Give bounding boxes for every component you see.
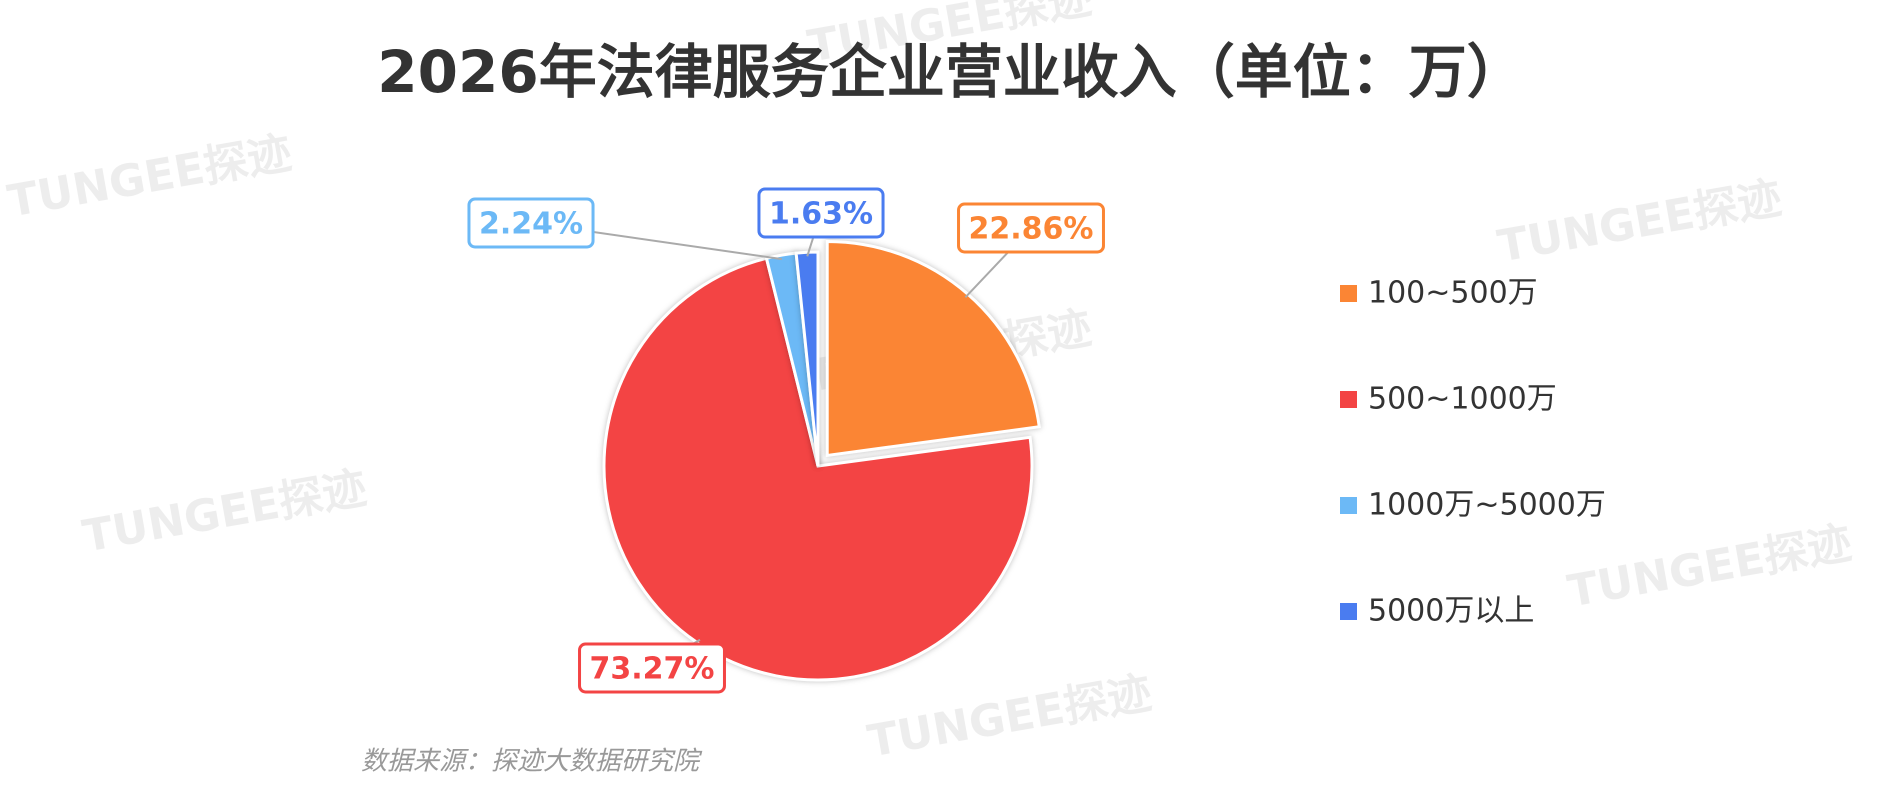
label-box bbox=[578, 642, 726, 694]
watermark: TUNGEE探迹 bbox=[864, 668, 1155, 768]
data-label: 22.86% bbox=[969, 212, 1094, 247]
legend-swatch bbox=[1340, 285, 1357, 302]
legend-label: 1000万~5000万 bbox=[1368, 488, 1606, 523]
watermark: TUNGEE探迹 bbox=[4, 128, 295, 228]
legend-swatch bbox=[1340, 497, 1357, 514]
pie-slice bbox=[825, 239, 1041, 458]
watermark: TUNGEE探迹 bbox=[1564, 518, 1855, 618]
watermark: TUNGEE探迹 bbox=[79, 463, 370, 563]
legend-swatch bbox=[1340, 603, 1357, 620]
legend-label: 5000万以上 bbox=[1368, 594, 1534, 629]
legend-label: 500~1000万 bbox=[1368, 382, 1557, 417]
pie-slice bbox=[794, 250, 820, 467]
chart-title: 2026年法律服务企业营业收入（单位：万） bbox=[377, 38, 1524, 106]
data-label: 73.27% bbox=[590, 652, 715, 687]
label-box bbox=[467, 197, 595, 249]
label-box bbox=[957, 202, 1105, 254]
label-box bbox=[757, 187, 885, 239]
watermark: TUNGEE探迹 bbox=[1494, 173, 1785, 273]
legend-label: 100~500万 bbox=[1368, 276, 1538, 311]
source-note: 数据来源：探迹大数据研究院 bbox=[361, 747, 703, 777]
legend-swatch bbox=[1340, 391, 1357, 408]
data-label: 1.63% bbox=[769, 197, 873, 232]
data-label: 2.24% bbox=[479, 207, 583, 242]
